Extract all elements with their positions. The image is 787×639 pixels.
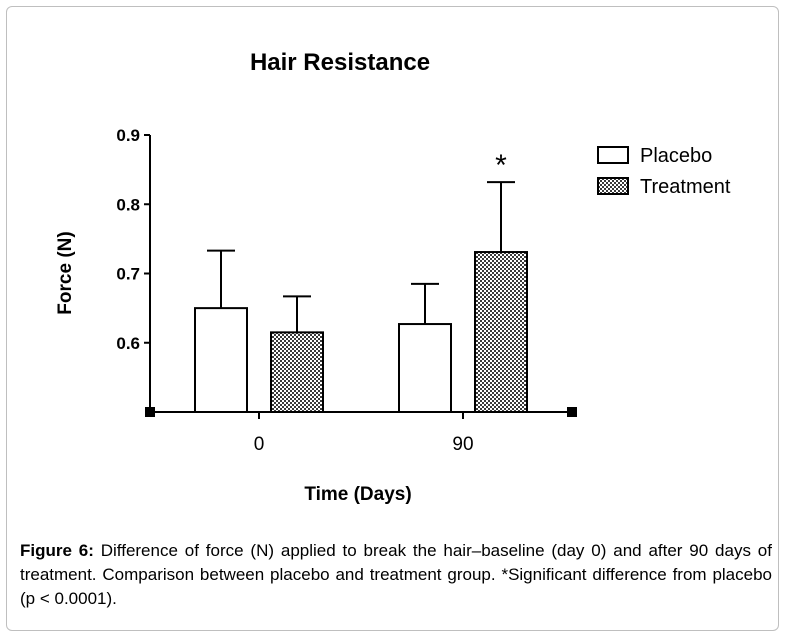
bar-placebo-0 bbox=[194, 307, 248, 413]
x-tick-label: 90 bbox=[452, 434, 473, 455]
y-tick-label: 0.7 bbox=[116, 265, 140, 284]
x-tick-label: 0 bbox=[254, 434, 265, 455]
bar-treatment-90 bbox=[474, 251, 528, 413]
significance-marker: * bbox=[495, 149, 507, 182]
bar-placebo-90 bbox=[398, 323, 452, 413]
y-tick-label: 0.8 bbox=[116, 195, 140, 214]
bar-treatment-0 bbox=[270, 331, 324, 413]
bars: * bbox=[194, 149, 528, 413]
legend-swatch-treatment bbox=[597, 177, 629, 195]
y-tick-label: 0.6 bbox=[116, 334, 140, 353]
y-tick-label: 0.9 bbox=[116, 126, 140, 145]
legend-label-treatment: Treatment bbox=[640, 176, 731, 198]
bar-chart: Hair Resistance Force (N) Time (Days) 0.… bbox=[55, 49, 731, 505]
chart-title: Hair Resistance bbox=[250, 49, 430, 76]
figure-frame bbox=[6, 6, 779, 631]
x-axis-label: Time (Days) bbox=[304, 484, 411, 505]
caption-text: Difference of force (N) applied to break… bbox=[20, 541, 772, 608]
caption-label: Figure 6: bbox=[20, 541, 94, 560]
axis-end-marker bbox=[567, 407, 577, 417]
legend-label-placebo: Placebo bbox=[640, 145, 712, 167]
axis-origin-marker bbox=[145, 407, 155, 417]
figure-caption: Figure 6: Difference of force (N) applie… bbox=[20, 539, 772, 611]
y-axis-label: Force (N) bbox=[55, 231, 76, 314]
legend: Placebo Treatment bbox=[597, 145, 731, 198]
legend-swatch-placebo bbox=[597, 146, 629, 164]
